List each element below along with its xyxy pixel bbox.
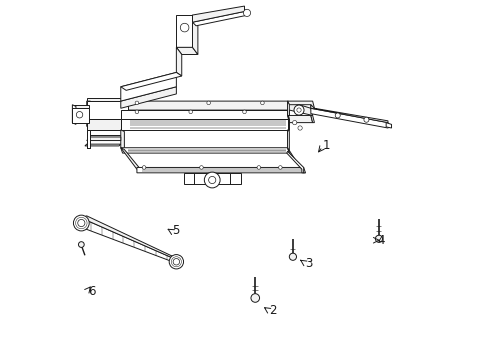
Circle shape [293,105,304,115]
Polygon shape [192,12,247,26]
Circle shape [135,101,139,105]
Polygon shape [86,130,90,148]
Circle shape [335,113,340,118]
Circle shape [363,117,368,122]
Polygon shape [287,116,312,123]
Polygon shape [72,105,88,108]
Polygon shape [72,108,88,123]
Polygon shape [86,130,90,148]
Polygon shape [72,105,76,125]
Polygon shape [176,47,198,54]
Circle shape [296,108,301,112]
Polygon shape [137,167,305,173]
Polygon shape [121,72,182,90]
Polygon shape [192,6,244,22]
Polygon shape [310,116,314,123]
Circle shape [257,166,260,169]
Polygon shape [86,119,121,130]
Polygon shape [86,101,90,128]
Polygon shape [121,148,289,153]
Circle shape [180,23,188,32]
Polygon shape [121,148,140,169]
Circle shape [289,253,296,260]
Polygon shape [286,151,303,173]
Polygon shape [121,110,289,119]
Text: 4: 4 [376,234,384,247]
Polygon shape [287,101,314,108]
Circle shape [135,110,139,114]
Polygon shape [183,173,241,184]
Circle shape [250,294,259,302]
Polygon shape [86,137,121,140]
Circle shape [292,121,296,125]
Circle shape [76,112,82,118]
Circle shape [208,176,215,184]
Text: 2: 2 [269,305,277,318]
Circle shape [243,9,250,17]
Circle shape [73,215,89,231]
Circle shape [78,220,85,226]
Polygon shape [86,101,128,119]
Circle shape [142,166,145,169]
Polygon shape [287,148,305,173]
Polygon shape [86,130,90,148]
Polygon shape [121,101,312,116]
Text: 3: 3 [304,257,311,270]
Polygon shape [287,130,289,153]
Polygon shape [81,216,178,260]
Circle shape [78,242,84,247]
Polygon shape [81,218,176,263]
Circle shape [188,110,192,114]
Polygon shape [386,123,391,128]
Polygon shape [310,105,387,123]
Circle shape [199,166,203,169]
Polygon shape [287,116,289,130]
Circle shape [297,126,302,130]
Polygon shape [86,130,121,135]
Circle shape [375,235,382,242]
Text: 6: 6 [88,285,96,298]
Polygon shape [121,130,124,149]
Circle shape [169,255,183,269]
Polygon shape [310,108,389,128]
Polygon shape [176,47,182,76]
Text: 5: 5 [172,224,179,237]
Polygon shape [244,10,249,15]
Polygon shape [121,87,176,108]
Circle shape [242,110,246,114]
Polygon shape [86,98,128,101]
Polygon shape [192,15,198,54]
Polygon shape [121,119,287,130]
Polygon shape [121,72,176,101]
Polygon shape [85,144,121,146]
Circle shape [278,166,282,169]
Circle shape [204,172,220,188]
Circle shape [173,258,179,265]
Text: 1: 1 [322,139,329,152]
Circle shape [260,101,264,105]
Polygon shape [176,15,192,47]
Polygon shape [287,101,289,119]
Circle shape [206,101,210,105]
